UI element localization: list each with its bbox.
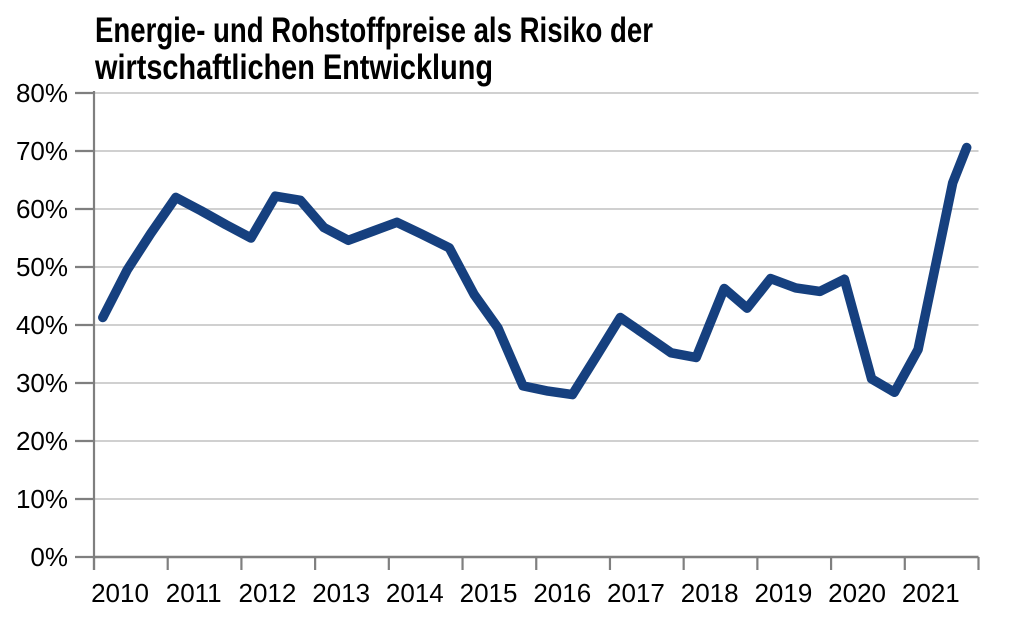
y-tick-label-80: 80% — [16, 78, 68, 108]
x-tick-label-2021: 2021 — [902, 578, 960, 608]
x-tick-label-2019: 2019 — [754, 578, 812, 608]
x-tick-label-2020: 2020 — [828, 578, 886, 608]
x-tick-label-2013: 2013 — [312, 578, 370, 608]
x-tick-label-2015: 2015 — [460, 578, 518, 608]
y-tick-label-10: 10% — [16, 484, 68, 514]
y-tick-label-60: 60% — [16, 194, 68, 224]
x-tick-label-2012: 2012 — [238, 578, 296, 608]
y-tick-label-70: 70% — [16, 136, 68, 166]
data-line-energy-prices — [98, 142, 972, 400]
y-tick-label-50: 50% — [16, 252, 68, 282]
chart-title-line2: wirtschaftlichen Entwicklung — [94, 48, 493, 87]
y-tick-label-0: 0% — [30, 542, 68, 572]
x-tick-label-2016: 2016 — [533, 578, 591, 608]
y-tick-label-40: 40% — [16, 310, 68, 340]
chart-plot-area: 0% 10% 20% 30% 40% 50% 60% 70% 80% 2010 2011 2012 20… — [16, 78, 980, 608]
x-tick-label-2010: 2010 — [91, 578, 149, 608]
y-tick-label-30: 30% — [16, 368, 68, 398]
chart-title-line1: Energie- und Rohstoffpreise als Risiko d… — [95, 11, 653, 50]
x-tick-label-2011: 2011 — [166, 578, 222, 608]
x-tick-label-2017: 2017 — [607, 578, 665, 608]
x-tick-label-2018: 2018 — [681, 578, 739, 608]
x-tick-label-2014: 2014 — [386, 578, 444, 608]
y-tick-label-20: 20% — [16, 426, 68, 456]
